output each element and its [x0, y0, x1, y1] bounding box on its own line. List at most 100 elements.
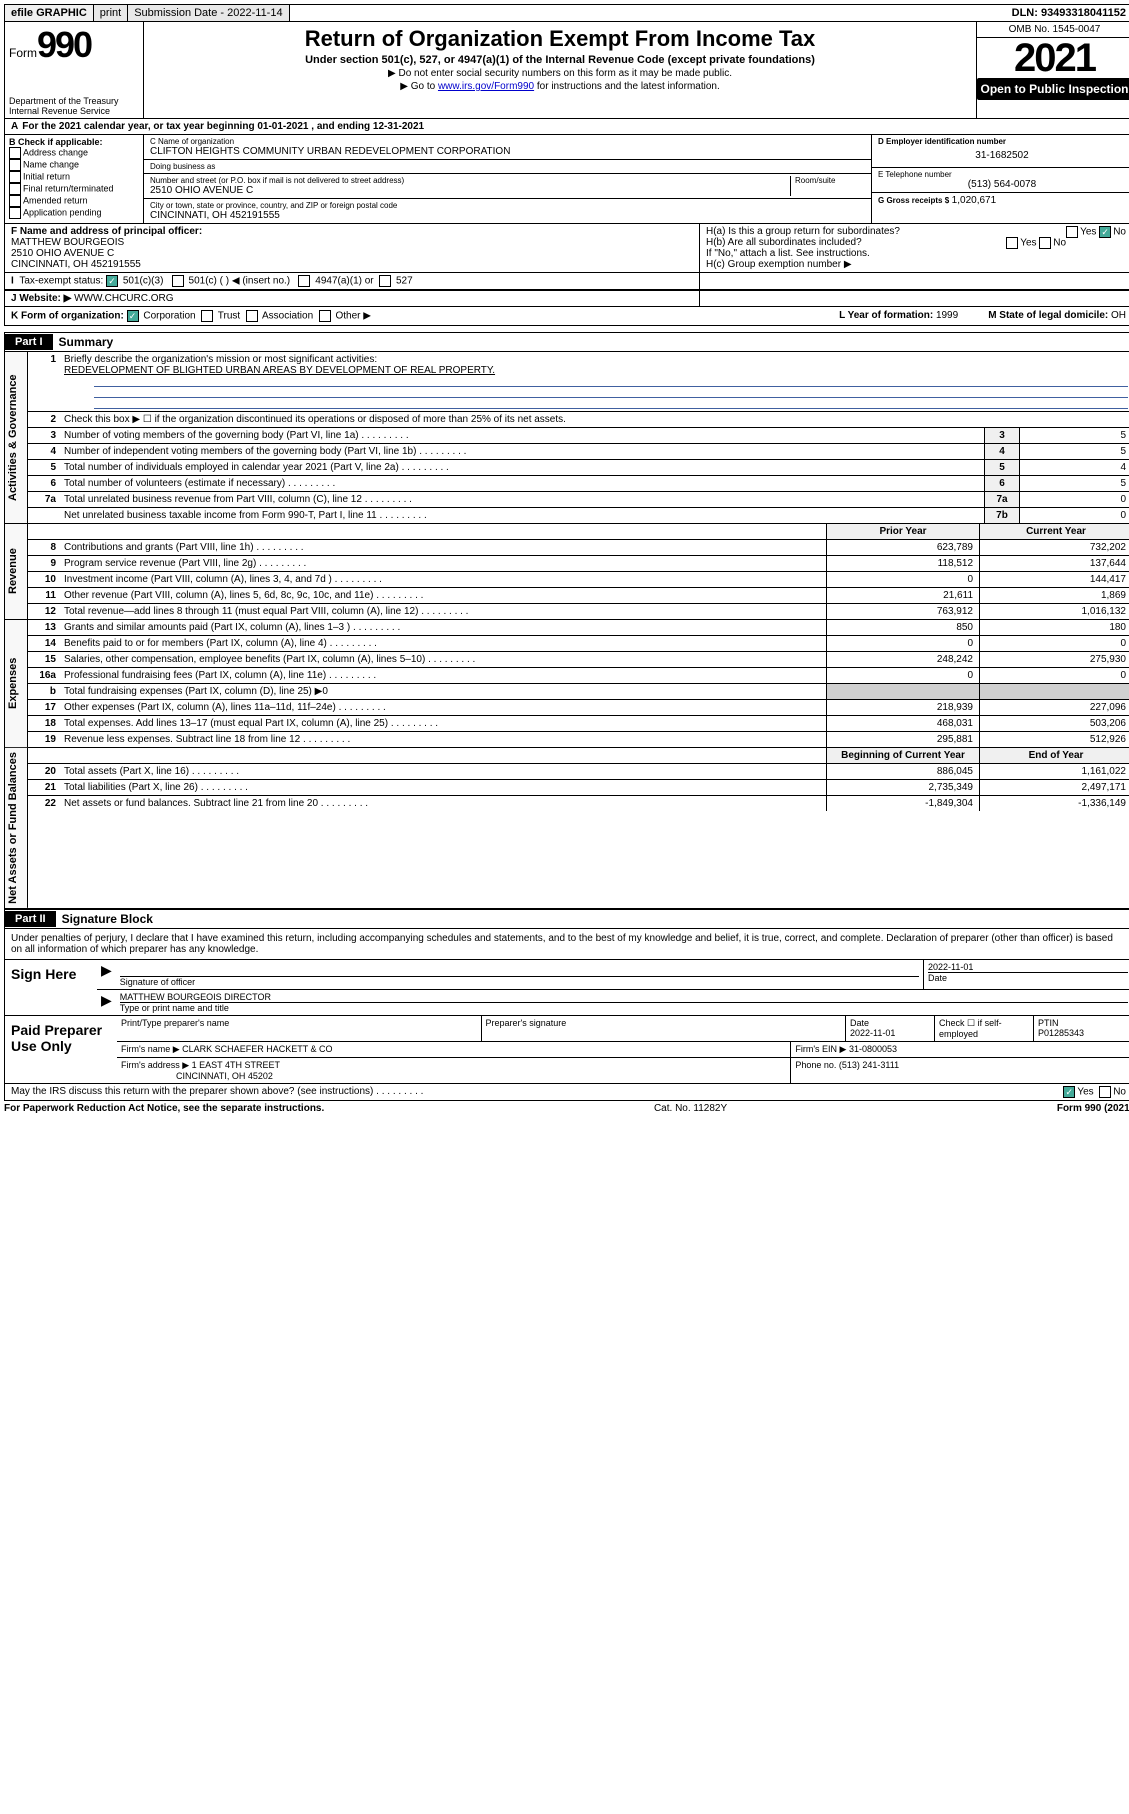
phone-label: E Telephone number — [878, 170, 1126, 179]
summary-row: 20Total assets (Part X, line 16)886,0451… — [28, 764, 1129, 780]
paid-preparer: Paid Preparer Use Only Print/Type prepar… — [4, 1016, 1129, 1084]
discuss-q: May the IRS discuss this return with the… — [11, 1086, 423, 1098]
summary-row: 2Check this box ▶ ☐ if the organization … — [28, 412, 1129, 428]
sig-name: MATTHEW BOURGEOIS DIRECTOR — [120, 992, 1128, 1002]
goto-suffix: for instructions and the latest informat… — [537, 81, 720, 92]
row-j: J Website: ▶ WWW.CHCURC.ORG — [4, 291, 1129, 307]
chk-name[interactable]: Name change — [9, 159, 139, 171]
part1-header: Part I Summary — [4, 332, 1129, 352]
phone-value: (513) 564-0078 — [878, 179, 1126, 190]
room-label: Room/suite — [795, 176, 865, 185]
summary-row: 19Revenue less expenses. Subtract line 1… — [28, 732, 1129, 747]
city-label: City or town, state or province, country… — [150, 201, 865, 210]
part1-tag: Part I — [5, 334, 53, 350]
form-label: Form — [9, 46, 37, 60]
gross-label: G Gross receipts $ — [878, 196, 949, 205]
paid-label: Paid Preparer Use Only — [5, 1016, 117, 1083]
chk-pending[interactable]: Application pending — [9, 207, 139, 219]
section-label: Revenue — [5, 524, 28, 619]
gross-value: 1,020,671 — [952, 195, 997, 206]
officer-addr: 2510 OHIO AVENUE C — [11, 248, 693, 259]
summary-row: 16aProfessional fundraising fees (Part I… — [28, 668, 1129, 684]
summary-row: 5Total number of individuals employed in… — [28, 460, 1129, 476]
part2-header: Part II Signature Block — [4, 909, 1129, 929]
hb-row: H(b) Are all subordinates included? Yes … — [706, 237, 1126, 248]
opt-trust: Trust — [218, 311, 240, 322]
summary-row: 21Total liabilities (Part X, line 26)2,7… — [28, 780, 1129, 796]
summary-row: 12Total revenue—add lines 8 through 11 (… — [28, 604, 1129, 619]
chk-final[interactable]: Final return/terminated — [9, 183, 139, 195]
goto-note: ▶ Go to www.irs.gov/Form990 for instruct… — [150, 81, 970, 92]
preparer-name-hdr: Print/Type preparer's name — [117, 1016, 482, 1042]
chk-amended[interactable]: Amended return — [9, 195, 139, 207]
ssn-note: ▶ Do not enter social security numbers o… — [150, 68, 970, 79]
hc-row: H(c) Group exemption number ▶ — [706, 259, 1126, 270]
sig-date-label: Date — [928, 972, 1128, 983]
part2-title: Signature Block — [56, 910, 159, 928]
top-bar: efile GRAPHIC print Submission Date - 20… — [4, 4, 1129, 22]
form-number: Form990 — [9, 24, 139, 66]
sig-date: 2022-11-01 — [928, 962, 1128, 972]
row-f-h: F Name and address of principal officer:… — [4, 224, 1129, 273]
firm-ein: 31-0800053 — [849, 1044, 897, 1054]
firm-label: Firm's name ▶ — [121, 1044, 180, 1054]
letter-a: A — [11, 121, 18, 132]
chk-address[interactable]: Address change — [9, 147, 139, 159]
summary-row: 10Investment income (Part VIII, column (… — [28, 572, 1129, 588]
declaration: Under penalties of perjury, I declare th… — [4, 929, 1129, 960]
summary-row: 9Program service revenue (Part VIII, lin… — [28, 556, 1129, 572]
discuss-no: No — [1113, 1086, 1126, 1097]
goto-prefix: ▶ Go to — [400, 81, 438, 92]
officer-label: F Name and address of principal officer: — [11, 226, 693, 237]
form-subtitle: Under section 501(c), 527, or 4947(a)(1)… — [150, 54, 970, 66]
summary-row: 15Salaries, other compensation, employee… — [28, 652, 1129, 668]
efile-label: efile GRAPHIC — [5, 5, 94, 21]
prep-date-hdr: Date — [850, 1018, 869, 1028]
addr-label: Number and street (or P.O. box if mail i… — [150, 176, 790, 185]
form-org-label: K Form of organization: — [11, 311, 124, 322]
ein-value: 31-1682502 — [878, 146, 1126, 165]
ptin-label: PTIN — [1038, 1018, 1059, 1028]
row-k: K Form of organization: ✓ Corporation Tr… — [4, 307, 1129, 326]
firm-addr: 1 EAST 4TH STREET — [192, 1060, 280, 1070]
summary-row: 13Grants and similar amounts paid (Part … — [28, 620, 1129, 636]
section-label: Net Assets or Fund Balances — [5, 748, 28, 908]
opt-corp: Corporation — [143, 311, 195, 322]
bottom-note: For Paperwork Reduction Act Notice, see … — [4, 1101, 1129, 1116]
firm-name: CLARK SCHAEFER HACKETT & CO — [182, 1044, 332, 1054]
ptin: P01285343 — [1038, 1028, 1084, 1038]
website-value: WWW.CHCURC.ORG — [74, 293, 173, 304]
opt-other: Other ▶ — [335, 311, 370, 322]
section-label: Activities & Governance — [5, 352, 28, 523]
summary-section: RevenuePrior YearCurrent Year8Contributi… — [4, 524, 1129, 620]
summary-section: Activities & Governance1Briefly describe… — [4, 352, 1129, 524]
officer-city: CINCINNATI, OH 452191555 — [11, 259, 693, 270]
summary-row: 11Other revenue (Part VIII, column (A), … — [28, 588, 1129, 604]
summary-row: 4Number of independent voting members of… — [28, 444, 1129, 460]
sig-officer-label: Signature of officer — [120, 976, 919, 987]
submission-date: Submission Date - 2022-11-14 — [128, 5, 289, 21]
domicile-label: M State of legal domicile: — [988, 310, 1108, 321]
summary-section: Expenses13Grants and similar amounts pai… — [4, 620, 1129, 748]
sig-name-label: Type or print name and title — [120, 1002, 1128, 1013]
summary-row: Net unrelated business taxable income fr… — [28, 508, 1129, 523]
print-button[interactable]: print — [94, 5, 128, 21]
org-name: CLIFTON HEIGHTS COMMUNITY URBAN REDEVELO… — [150, 146, 865, 157]
domicile: OH — [1111, 310, 1126, 321]
firm-addr2: CINCINNATI, OH 45202 — [176, 1071, 273, 1081]
year-formation-label: L Year of formation: — [839, 310, 933, 321]
irs-link[interactable]: www.irs.gov/Form990 — [438, 81, 534, 92]
website-label: J Website: ▶ — [11, 293, 71, 304]
summary-row: 1Briefly describe the organization's mis… — [28, 352, 1129, 412]
discuss-row: May the IRS discuss this return with the… — [4, 1084, 1129, 1101]
hb-note: If "No," attach a list. See instructions… — [706, 248, 1126, 259]
chk-initial[interactable]: Initial return — [9, 171, 139, 183]
summary-row: bTotal fundraising expenses (Part IX, co… — [28, 684, 1129, 700]
ein-label: D Employer identification number — [878, 137, 1126, 146]
sign-here-label: Sign Here — [5, 960, 97, 1015]
discuss-yes: Yes — [1077, 1086, 1093, 1097]
opt-501c: 501(c) ( ) ◀ (insert no.) — [189, 276, 291, 287]
tax-year: 2021 — [977, 38, 1129, 78]
summary-row: 18Total expenses. Add lines 13–17 (must … — [28, 716, 1129, 732]
arrow-icon: ▶ — [97, 990, 116, 1015]
